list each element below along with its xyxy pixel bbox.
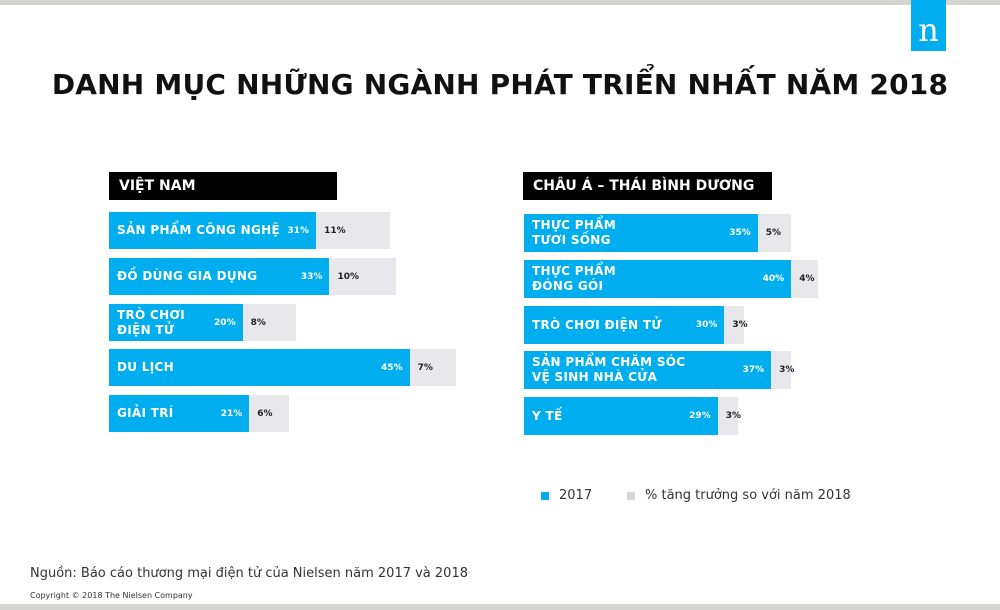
bar-2017 xyxy=(109,349,410,386)
bottom-border xyxy=(0,604,1000,610)
legend-label: 2017 xyxy=(559,488,593,503)
bar-row: DU LỊCH 45% 7% xyxy=(109,349,457,386)
value-label-growth: 7% xyxy=(417,362,433,373)
nielsen-logo: n xyxy=(911,0,946,51)
bar-growth xyxy=(724,306,745,344)
category-label: TRÒ CHƠI ĐIỆN TỬ xyxy=(532,317,662,332)
category-label: THỰC PHẨM ĐÓNG GÓI xyxy=(532,264,617,293)
legend-item-growth: % tăng trưởng so với năm 2018 xyxy=(627,488,851,503)
category-label: GIẢI TRÍ xyxy=(117,406,174,420)
value-label-growth: 10% xyxy=(337,271,359,282)
bar-growth xyxy=(409,349,457,386)
value-label-2017: 21% xyxy=(220,408,243,419)
bar-row: TRÒ CHƠI ĐIỆN TỬ 30% 3% xyxy=(524,306,748,344)
legend-label: % tăng trưởng so với năm 2018 xyxy=(645,488,851,503)
bar-2017 xyxy=(524,306,725,344)
bar-2017 xyxy=(524,397,718,435)
value-label-2017: 37% xyxy=(742,365,765,375)
value-label-growth: 11% xyxy=(324,225,346,236)
value-label-growth: 3% xyxy=(732,320,748,330)
legend-item-2017: 2017 xyxy=(541,488,592,503)
category-label: SẢN PHẨM CÔNG NGHỆ xyxy=(117,223,281,237)
bar-2017 xyxy=(524,351,772,389)
value-label-2017: 35% xyxy=(729,228,751,238)
panel-header-vietnam: VIỆT NAM xyxy=(109,172,337,200)
bar-2017 xyxy=(109,395,250,432)
value-label-growth: 3% xyxy=(725,411,741,421)
value-label-growth: 6% xyxy=(257,408,273,419)
bar-2017 xyxy=(524,260,792,298)
bar-row: SẢN PHẨM CÔNG NGHỆ 31% 11% xyxy=(109,212,390,249)
value-label-growth: 3% xyxy=(779,365,795,375)
legend-swatch-growth xyxy=(627,491,635,500)
bar-growth xyxy=(329,258,397,295)
value-label-2017: 33% xyxy=(300,271,323,282)
bar-2017 xyxy=(109,212,317,249)
copyright: Copyright © 2018 The Nielsen Company xyxy=(30,591,193,600)
legend-swatch-2017 xyxy=(541,491,549,500)
category-label: Y TẾ xyxy=(532,408,563,423)
bar-row: ĐỒ DÙNG GIA DỤNG 33% 10% xyxy=(109,258,397,295)
category-label: ĐỒ DÙNG GIA DỤNG xyxy=(117,269,258,283)
category-label: SẢN PHẨM CHĂM SÓC VỆ SINH NHÀ CỬA xyxy=(532,355,686,384)
bar-growth xyxy=(791,260,818,298)
value-label-growth: 4% xyxy=(799,274,815,284)
top-border xyxy=(0,0,1000,5)
value-label-2017: 30% xyxy=(695,320,718,330)
bar-row: THỰC PHẨM TƯƠI SỐNG 35% 5% xyxy=(524,214,792,252)
panel-header-apac: CHÂU Á – THÁI BÌNH DƯƠNG xyxy=(523,172,772,200)
value-label-2017: 31% xyxy=(287,225,310,236)
value-label-growth: 5% xyxy=(765,228,782,238)
bar-row: GIẢI TRÍ 21% 6% xyxy=(109,395,290,432)
source-note: Nguồn: Báo cáo thương mại điện tử của Ni… xyxy=(30,566,468,581)
bar-row: SẢN PHẨM CHĂM SÓC VỆ SINH NHÀ CỬA 37% 3% xyxy=(524,351,795,389)
page-title: DANH MỤC NHỮNG NGÀNH PHÁT TRIỂN NHẤT NĂM… xyxy=(51,68,949,101)
value-label-growth: 8% xyxy=(250,317,266,328)
bar-growth xyxy=(771,351,792,389)
bar-growth xyxy=(316,212,390,249)
category-label: DU LỊCH xyxy=(117,360,174,374)
bar-growth xyxy=(757,214,792,252)
bar-2017 xyxy=(109,304,243,341)
category-label: THỰC PHẨM TƯƠI SỐNG xyxy=(532,218,617,247)
bar-2017 xyxy=(524,214,758,252)
bar-growth xyxy=(717,397,738,435)
bar-row: Y TẾ 29% 3% xyxy=(524,397,741,435)
value-label-2017: 20% xyxy=(214,317,236,328)
bar-row: THỰC PHẨM ĐÓNG GÓI 40% 4% xyxy=(524,260,818,298)
value-label-2017: 40% xyxy=(762,274,785,284)
bar-row: TRÒ CHƠI ĐIỆN TỬ 20% 8% xyxy=(109,304,297,341)
value-label-2017: 45% xyxy=(381,362,403,373)
bar-growth xyxy=(242,304,297,341)
bar-growth xyxy=(249,395,290,432)
category-label: TRÒ CHƠI ĐIỆN TỬ xyxy=(117,307,186,337)
bar-2017 xyxy=(109,258,330,295)
value-label-2017: 29% xyxy=(689,411,711,421)
